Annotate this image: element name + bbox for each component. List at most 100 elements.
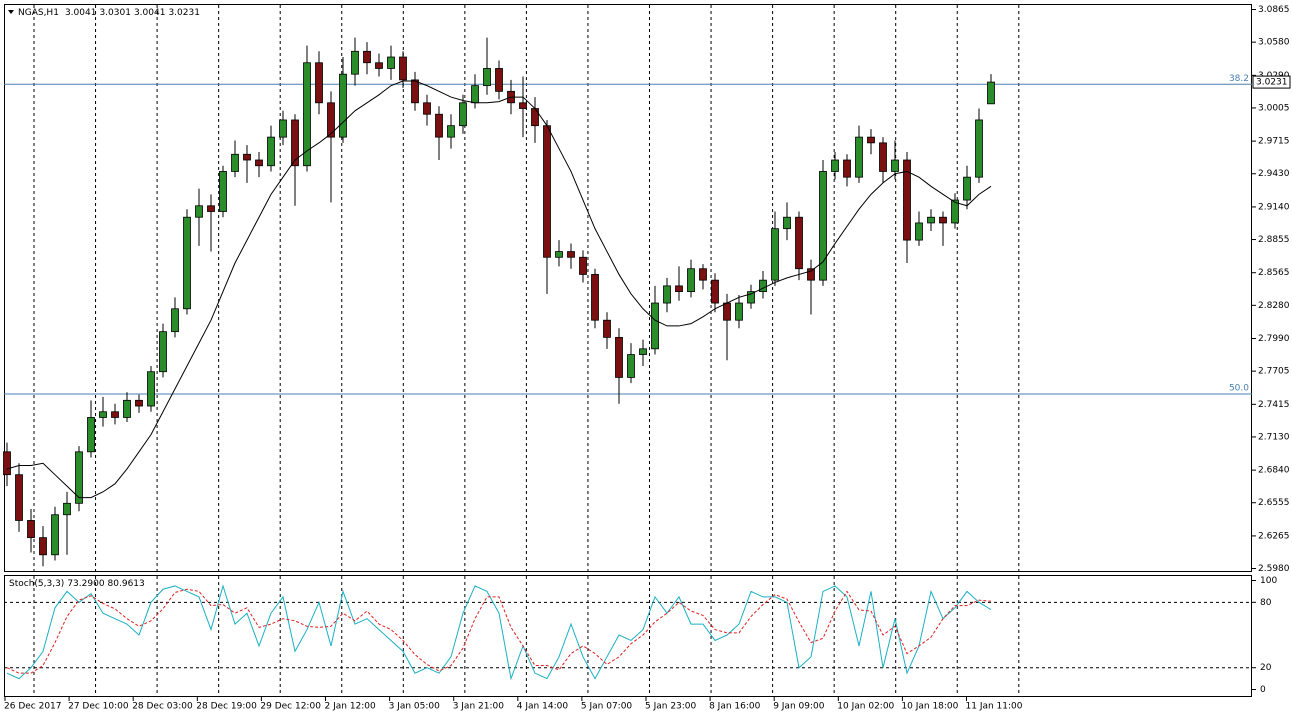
candle-body	[27, 520, 35, 539]
y-tick-label: 100	[1260, 576, 1277, 586]
candle-body	[219, 171, 227, 212]
candle-body	[135, 399, 143, 407]
candle-body	[651, 302, 659, 350]
x-tick-label: 11 Jan 11:00	[966, 702, 1023, 712]
x-tick-label: 5 Jan 07:00	[581, 702, 633, 712]
candle-body	[483, 68, 491, 87]
x-tick-label: 5 Jan 23:00	[645, 702, 697, 712]
candle-body	[915, 222, 923, 241]
candle-body	[243, 153, 251, 161]
x-tick-label: 28 Dec 03:00	[132, 702, 193, 712]
candle-body	[327, 102, 335, 138]
candle-body	[3, 451, 11, 476]
x-tick-label: 3 Jan 21:00	[453, 702, 505, 712]
candle-body	[951, 199, 959, 224]
candle-body	[51, 514, 59, 556]
candle-body	[279, 119, 287, 138]
y-tick-label: 2.8565	[1258, 268, 1290, 278]
menu-triangle[interactable]	[8, 10, 14, 14]
high-value: 3.0301	[99, 8, 131, 18]
y-tick-label: 20	[1260, 663, 1272, 673]
candle-body	[75, 451, 83, 504]
candle-body	[387, 56, 395, 69]
candle-body	[435, 113, 443, 138]
y-tick-label: 2.9430	[1258, 169, 1290, 179]
candle-body	[519, 102, 527, 109]
candle-body	[687, 268, 695, 293]
candle-body	[831, 159, 839, 172]
candle-body	[411, 79, 419, 104]
candle-body	[159, 331, 167, 373]
stoch-title: Stoch(5,3,3)	[9, 579, 64, 589]
candle-body	[639, 348, 647, 355]
close-value: 3.0231	[168, 8, 200, 18]
y-tick-label: 2.7705	[1258, 367, 1290, 377]
candle-body	[603, 319, 611, 338]
y-tick-label: 2.6265	[1258, 531, 1290, 541]
x-tick-label: 10 Jan 02:00	[837, 702, 894, 712]
y-tick-label: 3.0005	[1258, 103, 1290, 113]
candle-body	[111, 411, 119, 418]
y-tick-label: 2.8280	[1258, 301, 1290, 311]
candle-body	[447, 125, 455, 138]
candle-body	[315, 62, 323, 104]
candle-body	[495, 68, 503, 92]
candle-body	[123, 399, 131, 418]
candle-body	[147, 371, 155, 407]
candle-body	[231, 153, 239, 172]
moving-average	[6, 80, 992, 499]
candle-body	[795, 216, 803, 270]
candle-body	[903, 159, 911, 241]
candle-body	[567, 251, 575, 258]
candle-body	[927, 216, 935, 224]
y-tick-label: 2.6840	[1258, 466, 1290, 476]
stoch-line	[6, 588, 992, 674]
chart-header: NGAS,H1 3.0041 3.0301 3.0041 3.0231	[18, 8, 200, 18]
stoch-signal-value: 80.9613	[108, 579, 145, 589]
candle-body	[543, 125, 551, 258]
candle-body	[879, 142, 887, 172]
x-tick-label: 26 Dec 2017	[4, 702, 62, 712]
y-tick-label: 2.5980	[1258, 564, 1290, 574]
candle-body	[663, 285, 671, 304]
candle-body	[471, 85, 479, 104]
x-tick-label: 28 Dec 19:00	[196, 702, 257, 712]
candle-body	[615, 336, 623, 378]
candle-body	[579, 256, 587, 275]
candle-body	[351, 50, 359, 75]
candle-body	[339, 73, 347, 138]
candle-body	[555, 251, 563, 258]
y-tick-label: 3.0580	[1258, 38, 1290, 48]
candle-body	[459, 102, 467, 127]
candle-body	[171, 308, 179, 333]
candle-body	[399, 56, 407, 81]
x-tick-label: 29 Dec 12:00	[260, 702, 321, 712]
candle-body	[963, 176, 971, 201]
candle-body	[675, 285, 683, 293]
candle-body	[363, 50, 371, 64]
candle-body	[39, 537, 47, 556]
candle-body	[195, 205, 203, 218]
y-tick-label: 2.7130	[1258, 432, 1290, 442]
y-tick-label: 3.0865	[1258, 5, 1290, 15]
x-tick-label: 4 Jan 14:00	[517, 702, 569, 712]
current-price-label: 3.0231	[1256, 78, 1288, 88]
candle-body	[207, 205, 215, 212]
candle-body	[183, 216, 191, 310]
candle-body	[843, 159, 851, 178]
low-value: 3.0041	[134, 8, 166, 18]
candle-body	[759, 279, 767, 293]
candle-body	[303, 62, 311, 167]
symbol: NGAS,H1	[18, 8, 59, 18]
y-tick-label: 2.7415	[1258, 400, 1290, 410]
candle-body	[423, 102, 431, 115]
y-tick-label: 2.9140	[1258, 202, 1290, 212]
candle-body	[63, 502, 71, 516]
candle-body	[255, 159, 263, 167]
current-price-box	[1252, 75, 1291, 89]
stoch-line	[6, 584, 992, 681]
fib-label: 38.2	[1229, 74, 1249, 84]
candle-body	[807, 268, 815, 281]
